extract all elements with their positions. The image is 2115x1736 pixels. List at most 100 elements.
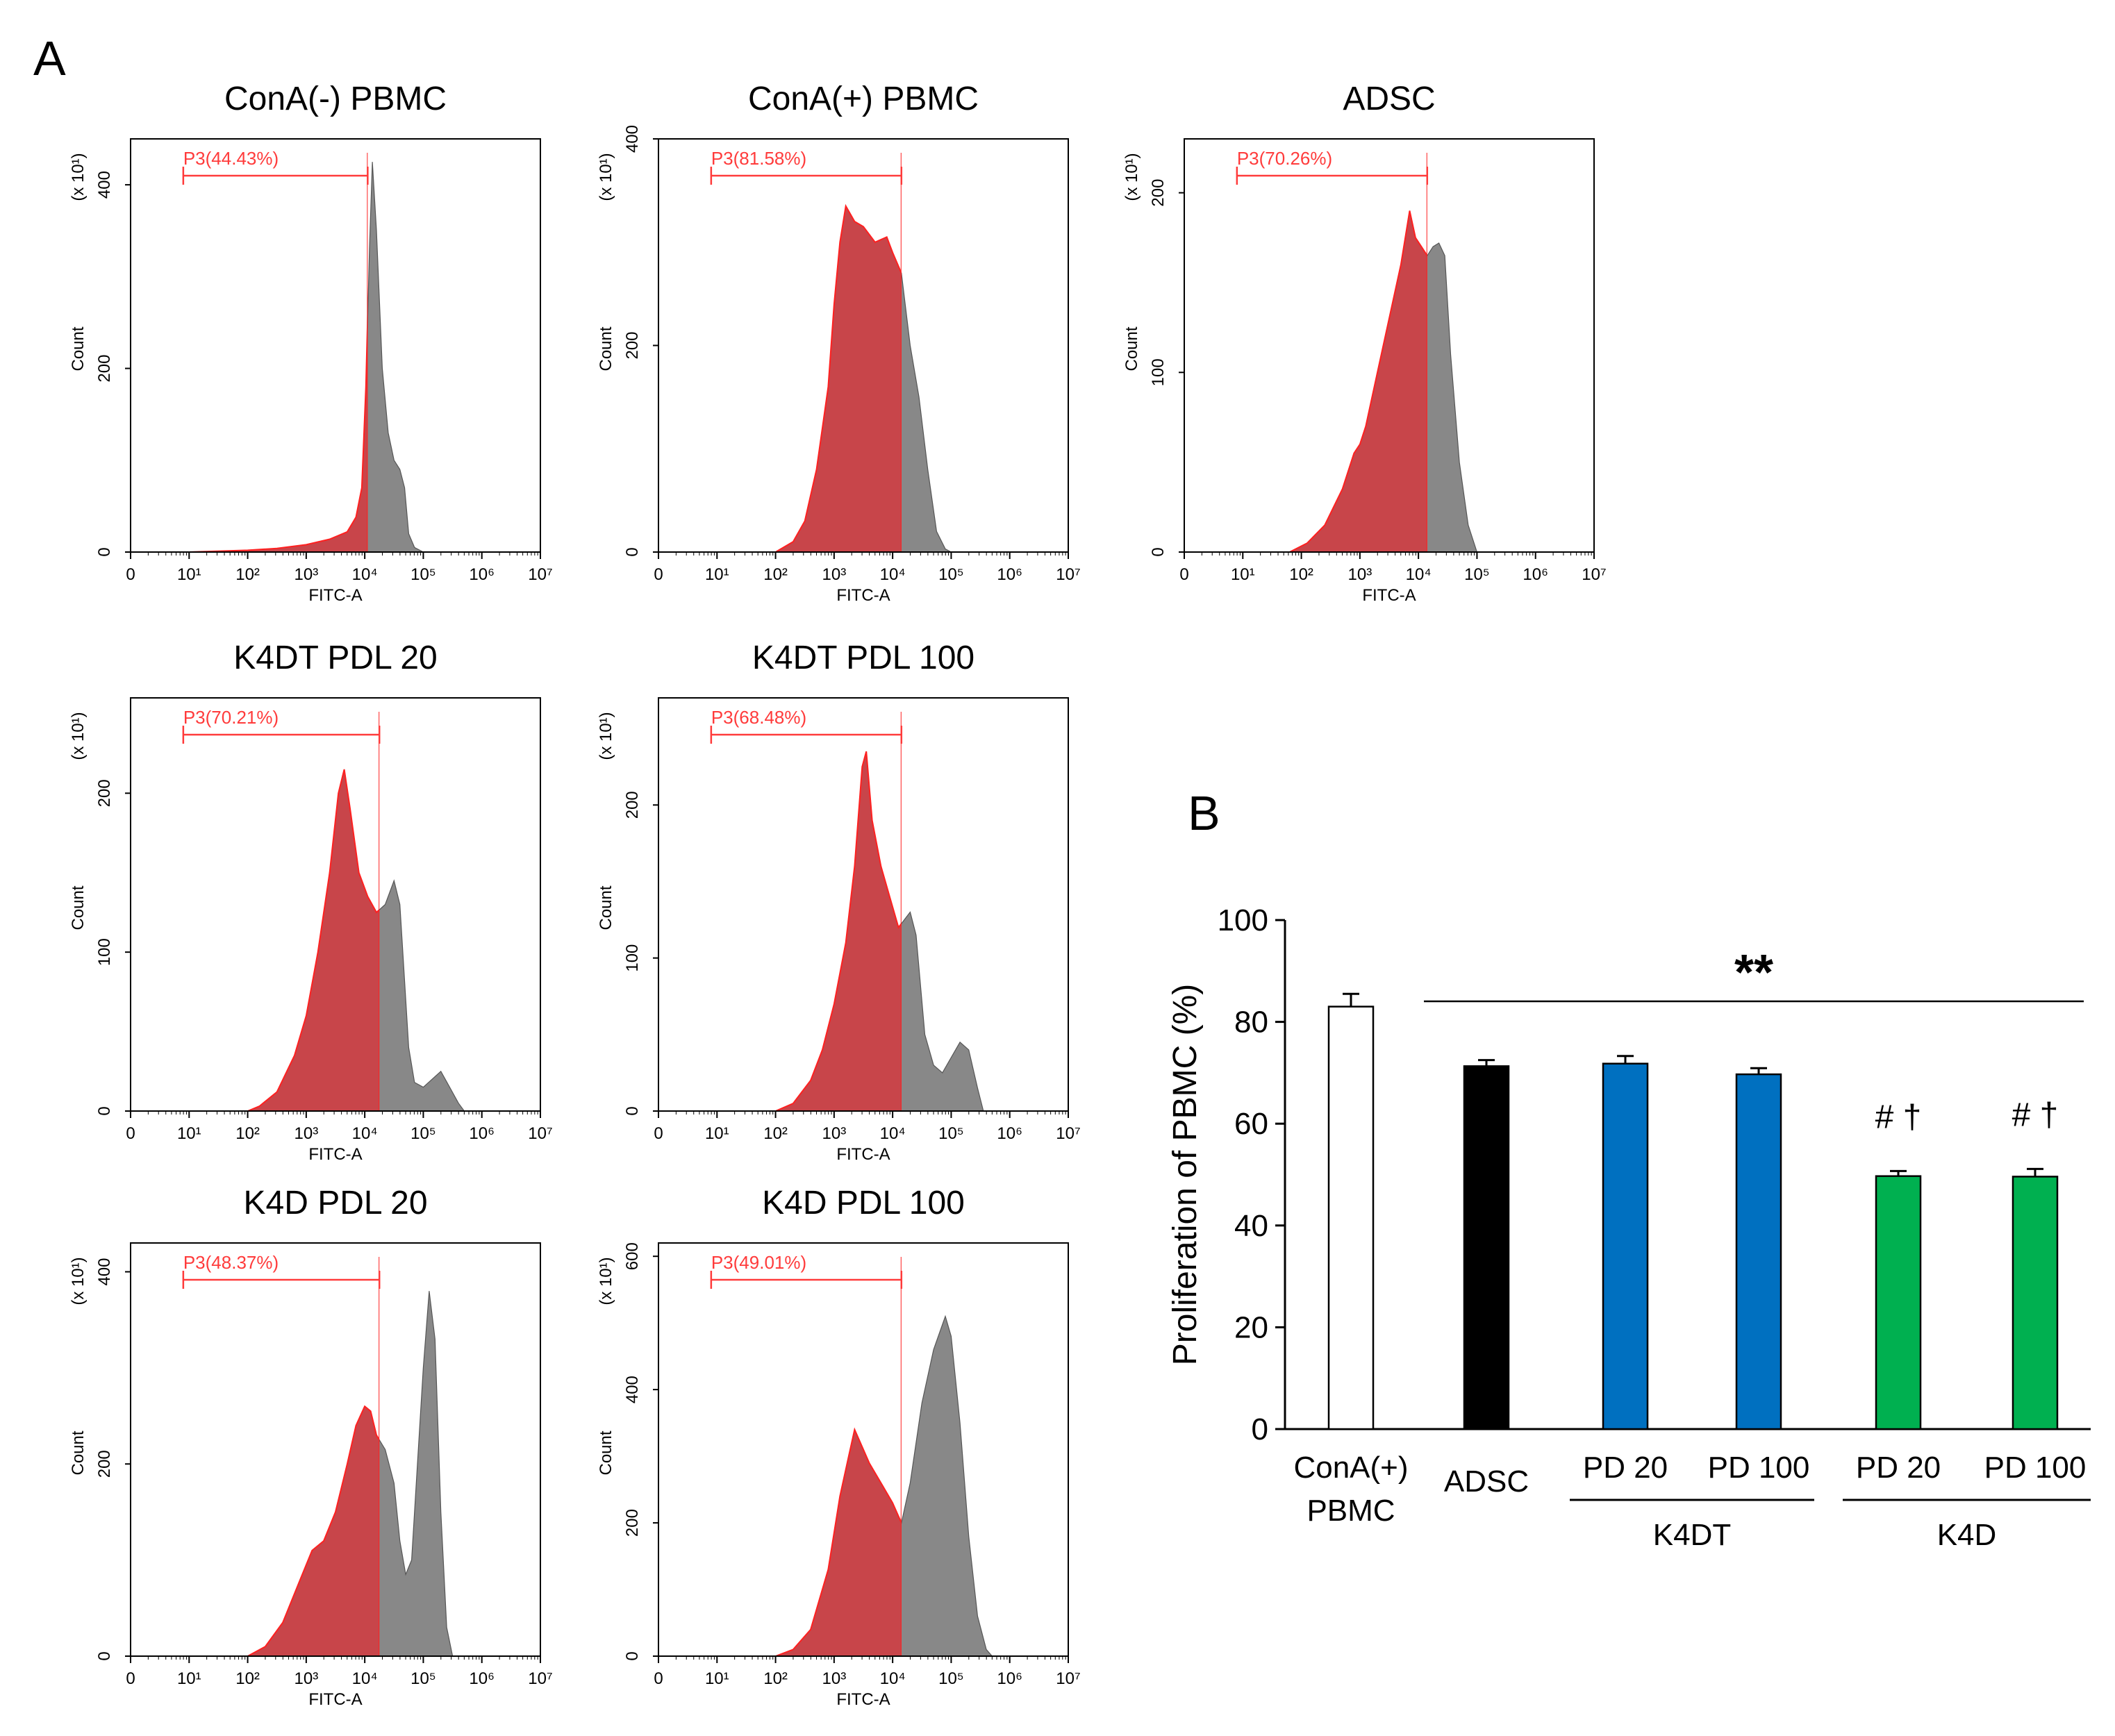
histogram-7: K4D PDL 100 P3(49.01%) 0 200 400 600 0 10¹ 10² 10…: [597, 1185, 1081, 1709]
x-tick-label: 10²: [235, 1669, 260, 1688]
x-tick-label: 10²: [763, 565, 788, 584]
x-axis-label: FITC-A: [308, 586, 362, 605]
x-tick-label: 10⁴: [352, 565, 378, 584]
y-scale-label: (x 10¹): [69, 153, 88, 201]
y-tick-label: 400: [95, 1258, 114, 1285]
x-tick-label: 10⁵: [410, 1124, 436, 1143]
x-tick-label: 10¹: [177, 1124, 201, 1143]
histogram-4: K4DT PDL 20 P3(70.21%) 0 100 200 0 10¹ 10² 10³ 10…: [69, 640, 553, 1164]
category-label: PD 100: [1708, 1451, 1810, 1485]
significance-label: **: [1734, 945, 1773, 1001]
x-tick-label: 10⁷: [528, 1669, 552, 1688]
bar-y-tick-label: 20: [1234, 1310, 1268, 1344]
ungated-area: [131, 162, 424, 553]
x-tick-label: 10¹: [1231, 565, 1255, 584]
category-label: PD 20: [1583, 1451, 1668, 1485]
histogram-title: ConA(-) PBMC: [224, 81, 447, 117]
y-tick-label: 0: [623, 547, 642, 556]
x-tick-label: 0: [126, 1124, 135, 1143]
y-scale-label: (x 10¹): [1122, 153, 1141, 201]
bar-y-tick-label: 0: [1252, 1412, 1268, 1446]
y-scale-label: (x 10¹): [69, 1257, 88, 1305]
y-tick-label: 200: [623, 791, 642, 819]
y-tick-label: 0: [95, 1651, 114, 1660]
histogram-title: ADSC: [1343, 81, 1435, 117]
x-tick-label: 10¹: [177, 565, 201, 584]
category-label: PBMC: [1307, 1494, 1395, 1528]
x-tick-label: 0: [1179, 565, 1188, 584]
histogram-title: K4DT PDL 100: [752, 640, 974, 676]
histogram-5: K4DT PDL 100 P3(68.48%) 0 100 200 0 10¹ 10² 10³ 1…: [597, 640, 1081, 1164]
histogram-3: ADSC P3(70.26%) 0 100 200 0 10¹ 10² 10³ 10⁴ 10⁵ 10⁶…: [1122, 81, 1607, 605]
gate-label: P3(44.43%): [183, 148, 279, 169]
x-tick-label: 10¹: [705, 1669, 729, 1688]
x-axis-label: FITC-A: [308, 1145, 362, 1164]
y-tick-label: 100: [95, 938, 114, 966]
y-scale-label: (x 10¹): [597, 153, 615, 201]
gate-label: P3(81.58%): [711, 148, 806, 169]
histogram-1: ConA(-) PBMC P3(44.43%) 0 200 400 0 10¹ 10² 10³ 1…: [69, 81, 553, 605]
x-tick-label: 10⁶: [997, 1124, 1022, 1143]
y-tick-label: 200: [95, 355, 114, 383]
bar-5: [1875, 1175, 1922, 1430]
y-axis-label: Count: [597, 1430, 615, 1475]
x-tick-label: 10³: [822, 565, 847, 584]
x-tick-label: 10³: [295, 1669, 319, 1688]
histogram-6: K4D PDL 20 P3(48.37%) 0 200 400 0 10¹ 10² 10³ 10⁴…: [69, 1185, 553, 1709]
x-tick-label: 10⁶: [469, 1124, 495, 1143]
bar-2: [1463, 1065, 1510, 1430]
group-label: K4DT: [1653, 1518, 1731, 1552]
x-tick-label: 10²: [1289, 565, 1313, 584]
gated-area: [1184, 210, 1427, 552]
category-label: ADSC: [1444, 1464, 1529, 1499]
y-tick-label: 0: [1149, 547, 1168, 556]
x-tick-label: 10⁶: [997, 565, 1022, 584]
bar-y-axis-label: Proliferation of PBMC (%): [1167, 984, 1204, 1366]
y-axis-label: Count: [1122, 326, 1141, 371]
plot-frame: [1184, 138, 1595, 553]
x-tick-label: 10²: [763, 1669, 788, 1688]
x-tick-label: 10³: [822, 1669, 847, 1688]
y-tick-label: 0: [623, 1106, 642, 1115]
category-label: PD 20: [1856, 1451, 1941, 1485]
x-axis-label: FITC-A: [836, 1690, 890, 1709]
y-tick-label: 200: [1149, 179, 1168, 207]
x-tick-label: 10⁷: [1582, 565, 1606, 584]
y-axis-label: Count: [69, 1430, 88, 1475]
histogram-title: K4DT PDL 20: [233, 640, 437, 676]
x-tick-label: 0: [126, 1669, 135, 1688]
gate-label: P3(49.01%): [711, 1252, 806, 1273]
x-tick-label: 10³: [1348, 565, 1372, 584]
y-tick-label: 200: [623, 1509, 642, 1537]
bar-y-tick-label: 60: [1234, 1107, 1268, 1141]
x-tick-label: 10⁵: [938, 1124, 964, 1143]
y-tick-label: 200: [95, 779, 114, 807]
plot-frame: [658, 697, 1069, 1112]
gated-area: [658, 203, 902, 552]
gate-label: P3(70.21%): [183, 707, 279, 728]
bar-y-tick-label: 40: [1234, 1209, 1268, 1243]
y-tick-label: 100: [623, 944, 642, 972]
ungated-area: [658, 204, 952, 553]
x-tick-label: 0: [126, 565, 135, 584]
y-axis-label: Count: [69, 885, 88, 930]
x-tick-label: 10³: [822, 1124, 847, 1143]
gate-label: P3(70.26%): [1237, 148, 1332, 169]
x-tick-label: 10⁷: [1056, 565, 1080, 584]
histogram-title: K4D PDL 20: [243, 1185, 427, 1221]
x-tick-label: 10⁴: [1406, 565, 1432, 584]
x-tick-label: 10⁵: [1464, 565, 1490, 584]
x-tick-label: 10⁶: [1523, 565, 1548, 584]
plot-frame: [658, 1242, 1069, 1657]
x-tick-label: 10⁶: [469, 565, 495, 584]
y-tick-label: 400: [95, 171, 114, 199]
y-axis-label: Count: [597, 885, 615, 930]
bar-y-tick-label: 100: [1218, 903, 1268, 937]
plot-frame: [130, 138, 541, 553]
x-tick-label: 0: [654, 565, 663, 584]
gated-area: [658, 1427, 902, 1656]
y-scale-label: (x 10¹): [597, 1257, 615, 1305]
x-tick-label: 10¹: [705, 565, 729, 584]
y-tick-label: 0: [623, 1651, 642, 1660]
bar-1: [1327, 1005, 1375, 1430]
